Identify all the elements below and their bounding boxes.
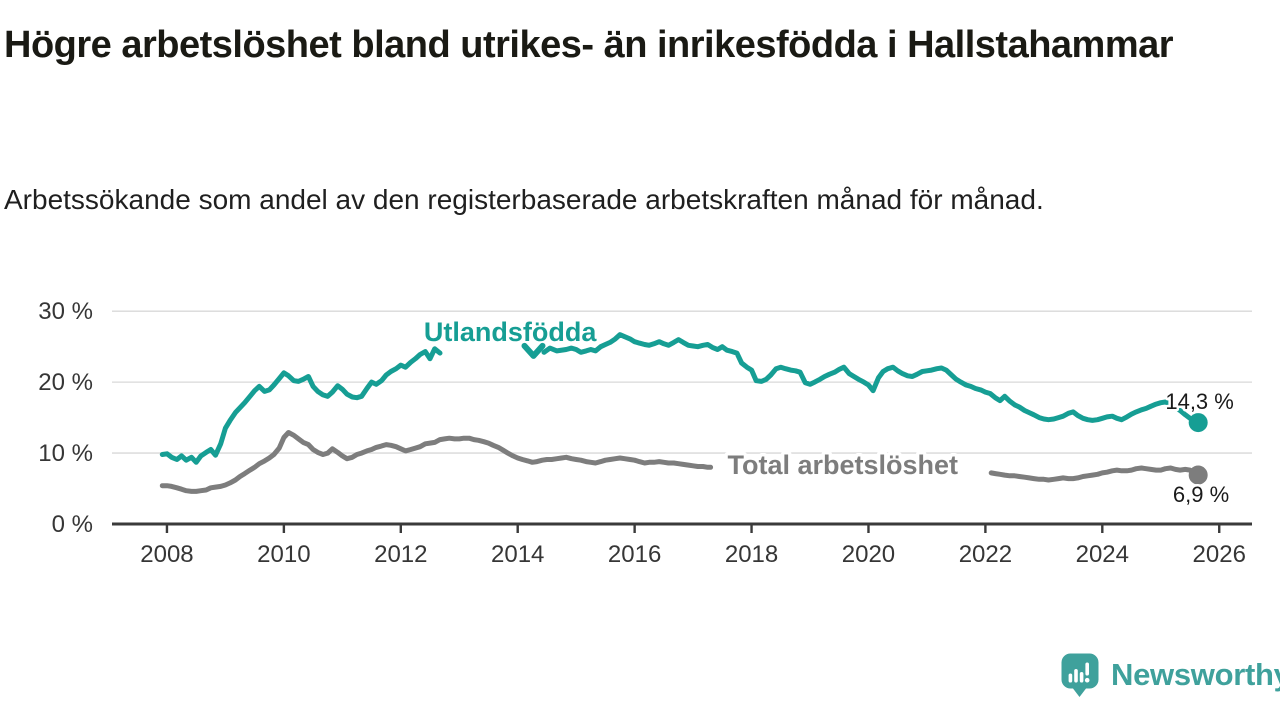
exclamation-dot (1084, 677, 1090, 683)
series-label: Utlandsfödda (424, 317, 597, 347)
x-tick-label: 2026 (1193, 541, 1246, 568)
series-line (159, 346, 443, 465)
bar-chart-glyph (1068, 662, 1090, 683)
y-tick-label: 30 % (38, 298, 93, 325)
y-tick-label: 0 % (52, 511, 93, 538)
x-tick-label: 2010 (257, 541, 310, 568)
x-tick-label: 2018 (725, 541, 778, 568)
y-tick-label: 10 % (38, 440, 93, 467)
series-line (541, 332, 1201, 426)
end-value-label: 14,3 % (1165, 389, 1234, 414)
chevron-down-icon (521, 342, 546, 359)
series-line (159, 430, 714, 494)
x-tick-label: 2012 (374, 541, 427, 568)
newsworthy-logo[interactable]: Newsworthy (1060, 652, 1280, 698)
page-title: Högre arbetslöshet bland utrikes- än inr… (4, 24, 1174, 66)
y-tick-label: 20 % (38, 369, 93, 396)
exclamation-bar (1085, 662, 1089, 676)
x-tick-label: 2022 (959, 541, 1012, 568)
x-tick-label: 2008 (140, 541, 193, 568)
series-line (988, 465, 1201, 483)
series-end-dot (1188, 465, 1208, 485)
x-axis: 2008 2010 2012 2014 2016 2018 2020 2022 2024 2026 (140, 524, 1246, 568)
x-tick-label: 2016 (608, 541, 661, 568)
series-utlandsf-dda: Utlandsfödda 14,3 % (159, 314, 1236, 465)
chart-subtitle: Arbetssökande som andel av den registerb… (4, 184, 1044, 215)
newsworthy-logo-icon (1061, 653, 1099, 697)
series-label: Total arbetslöshet (727, 450, 958, 480)
line-chart: 0 %10 %20 %30 %2008 2010 2012 2014 2016 2018 2… (38, 298, 1252, 568)
series-end-dot (1188, 413, 1208, 433)
x-tick-label: 2024 (1076, 541, 1129, 568)
end-value-label: 6,9 % (1173, 482, 1229, 507)
series-total-arbetsl-shet: Total arbetslöshet 6,9 % (159, 430, 1232, 510)
gridlines: 0 % 10 % 20 % 30 % (38, 298, 1252, 538)
x-tick-label: 2014 (491, 541, 544, 568)
x-tick-label: 2020 (842, 541, 895, 568)
newsworthy-logo-text: Newsworthy (1111, 657, 1280, 692)
